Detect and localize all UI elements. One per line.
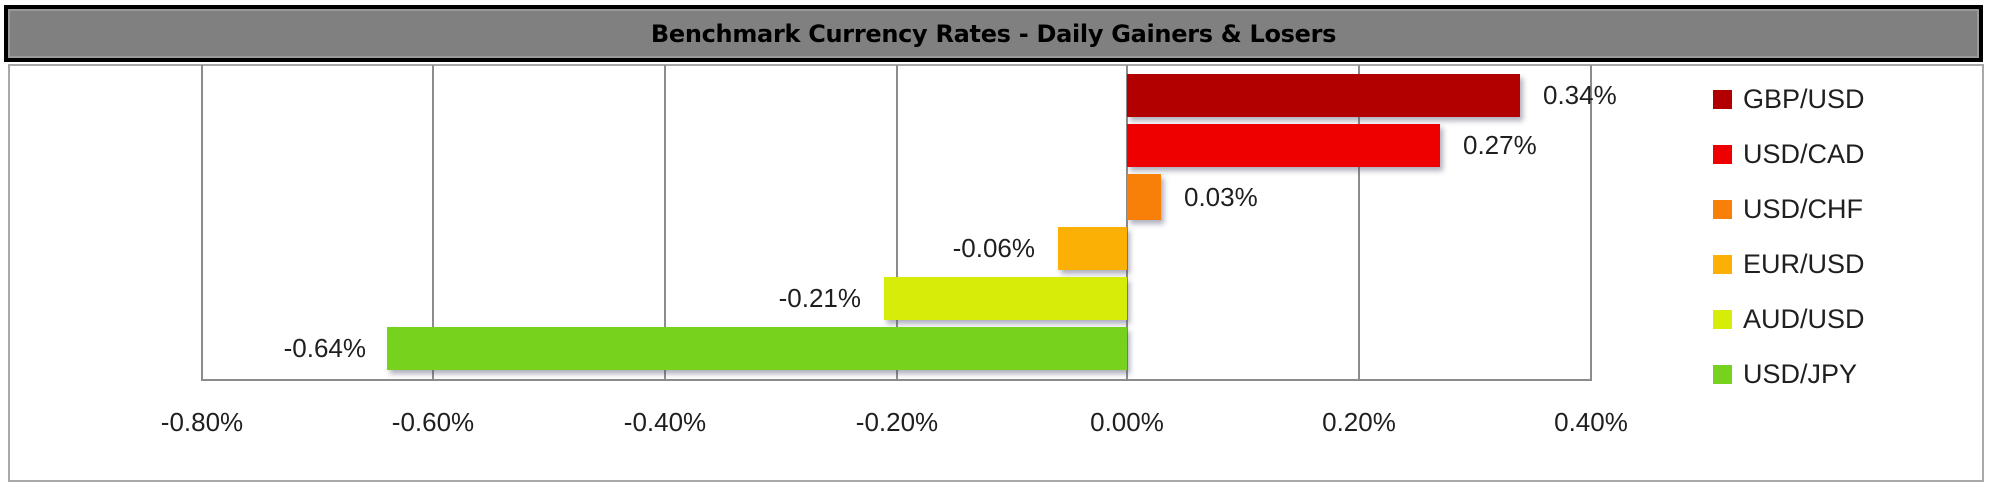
legend-item-aud-usd: AUD/USD — [1713, 292, 1973, 347]
gridline — [1590, 65, 1592, 381]
gridline — [201, 65, 203, 381]
legend-label: USD/CAD — [1743, 139, 1865, 169]
chart-frame — [8, 64, 1984, 482]
legend-swatch-icon — [1713, 310, 1732, 329]
legend-label: GBP/USD — [1743, 84, 1865, 114]
bar-usd-jpy — [387, 327, 1127, 370]
gridline — [1358, 65, 1360, 381]
bar-aud-usd — [884, 277, 1127, 320]
x-tick-label: -0.20% — [855, 407, 939, 437]
bar-value-label: -0.21% — [778, 283, 861, 313]
legend-item-usd-jpy: USD/JPY — [1713, 347, 1973, 402]
gridline — [896, 65, 898, 381]
legend-swatch-icon — [1713, 365, 1732, 384]
bar-value-label: 0.03% — [1184, 182, 1258, 212]
bar-value-label: 0.34% — [1543, 80, 1617, 110]
legend-item-eur-usd: EUR/USD — [1713, 237, 1973, 292]
x-axis-line — [201, 379, 1592, 381]
legend-item-usd-chf: USD/CHF — [1713, 182, 1973, 237]
bar-usd-chf — [1127, 174, 1161, 220]
x-tick-label: -0.40% — [623, 407, 707, 437]
legend-label: AUD/USD — [1743, 304, 1865, 334]
bar-value-label: -0.64% — [283, 333, 366, 363]
bar-value-label: -0.06% — [952, 233, 1035, 263]
x-tick-label: 0.00% — [1090, 407, 1164, 437]
gridline — [432, 65, 434, 381]
bar-value-label: 0.27% — [1463, 130, 1537, 160]
legend-item-usd-cad: USD/CAD — [1713, 127, 1973, 182]
legend-swatch-icon — [1713, 90, 1732, 109]
x-tick-label: 0.40% — [1554, 407, 1628, 437]
bar-gbp-usd — [1127, 74, 1520, 117]
legend-label: EUR/USD — [1743, 249, 1865, 279]
legend-label: USD/CHF — [1743, 194, 1863, 224]
plot-area: 0.34% 0.27% 0.03% -0.06% -0.21% -0.64% — [201, 65, 1617, 381]
legend-swatch-icon — [1713, 145, 1732, 164]
legend-swatch-icon — [1713, 200, 1732, 219]
x-tick-label: -0.60% — [391, 407, 475, 437]
legend-item-gbp-usd: GBP/USD — [1713, 72, 1973, 127]
legend-swatch-icon — [1713, 255, 1732, 274]
bar-eur-usd — [1058, 227, 1127, 270]
chart-title: Benchmark Currency Rates - Daily Gainers… — [650, 19, 1337, 48]
zero-axis-line — [1126, 65, 1128, 381]
x-tick-label: -0.80% — [160, 407, 244, 437]
bar-usd-cad — [1127, 124, 1440, 167]
legend-label: USD/JPY — [1743, 359, 1858, 389]
chart-title-bar: Benchmark Currency Rates - Daily Gainers… — [4, 5, 1983, 62]
gridline — [664, 65, 666, 381]
x-tick-label: 0.20% — [1322, 407, 1396, 437]
